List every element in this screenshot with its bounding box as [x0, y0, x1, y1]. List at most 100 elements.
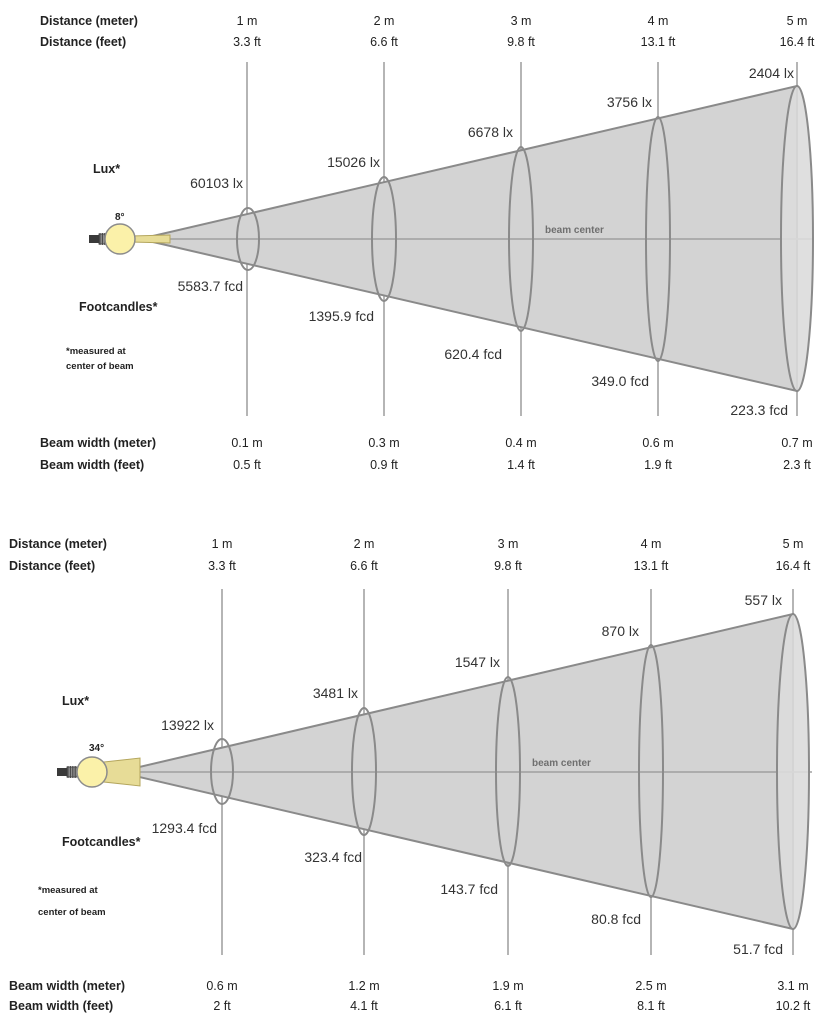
distance-meter-value: 4 m	[648, 14, 669, 28]
beam-cross-section	[638, 644, 664, 898]
lux-value: 557 lx	[745, 592, 782, 608]
beam-angle-label: 8°	[115, 212, 125, 223]
light-cone	[129, 234, 171, 244]
distance-feet-value: 16.4 ft	[780, 35, 815, 49]
measurement-note: center of beam	[66, 361, 134, 372]
distance-feet-row-label: Distance (feet)	[9, 559, 95, 573]
distance-feet-value: 9.8 ft	[507, 35, 535, 49]
beam-width-feet-value: 1.9 ft	[644, 458, 672, 472]
beam-width-meter-value: 0.1 m	[231, 436, 262, 450]
beam-width-meter-value: 1.9 m	[492, 979, 523, 993]
distance-meter-value: 3 m	[498, 537, 519, 551]
measurement-note: *measured at	[38, 885, 99, 896]
beam-center-label: beam center	[545, 225, 604, 236]
distance-feet-value: 13.1 ft	[634, 559, 669, 573]
beam-width-meter-value: 0.4 m	[505, 436, 536, 450]
beam-width-meter-value: 0.7 m	[781, 436, 812, 450]
footcandle-value: 1395.9 fcd	[309, 308, 374, 324]
bulb-contact	[89, 235, 99, 243]
beam-cross-section	[776, 613, 810, 930]
footcandle-value: 323.4 fcd	[304, 849, 362, 865]
beam-width-feet-value: 2.3 ft	[783, 458, 811, 472]
footcandle-value: 223.3 fcd	[730, 402, 788, 418]
beam-width-meter-row-label: Beam width (meter)	[9, 979, 125, 993]
bulb-contact	[57, 768, 67, 776]
beam-cross-section	[236, 207, 260, 271]
lux-value: 2404 lx	[749, 65, 794, 81]
beam-width-feet-value: 4.1 ft	[350, 999, 378, 1013]
beam-width-feet-value: 0.5 ft	[233, 458, 261, 472]
distance-meter-value: 2 m	[354, 537, 375, 551]
beam-width-meter-value: 0.3 m	[368, 436, 399, 450]
distance-feet-value: 3.3 ft	[208, 559, 236, 573]
distance-feet-value: 13.1 ft	[641, 35, 676, 49]
beam-width-meter-value: 0.6 m	[206, 979, 237, 993]
distance-meter-row-label: Distance (meter)	[40, 14, 138, 28]
measurement-note: *measured at	[66, 346, 127, 357]
lux-value: 15026 lx	[327, 154, 380, 170]
beam-cross-section	[210, 738, 234, 805]
footcandle-value: 1293.4 fcd	[152, 820, 217, 836]
beam-width-feet-value: 2 ft	[213, 999, 231, 1013]
beam-width-feet-value: 10.2 ft	[776, 999, 811, 1013]
bulb-icon	[104, 223, 136, 255]
bulb-icon	[76, 756, 108, 788]
measurement-note: center of beam	[38, 907, 106, 918]
lux-value: 3756 lx	[607, 94, 652, 110]
beam-cross-section	[645, 116, 671, 362]
beam-width-meter-value: 2.5 m	[635, 979, 666, 993]
footcandles-label: Footcandles*	[79, 300, 158, 314]
distance-feet-value: 9.8 ft	[494, 559, 522, 573]
beam-diagram-34deg: Distance (meter) Distance (feet) beam cent…	[9, 537, 812, 1013]
footcandle-value: 80.8 fcd	[591, 911, 641, 927]
beam-width-feet-row-label: Beam width (feet)	[9, 999, 113, 1013]
footcandle-value: 620.4 fcd	[444, 346, 502, 362]
distance-feet-value: 6.6 ft	[350, 559, 378, 573]
distance-feet-value: 6.6 ft	[370, 35, 398, 49]
distance-feet-value: 3.3 ft	[233, 35, 261, 49]
beam-width-feet-row-label: Beam width (feet)	[40, 458, 144, 472]
footcandle-value: 349.0 fcd	[591, 373, 649, 389]
beam-width-meter-value: 0.6 m	[642, 436, 673, 450]
footcandle-value: 51.7 fcd	[733, 941, 783, 957]
footcandles-label: Footcandles*	[62, 835, 141, 849]
distance-meter-value: 3 m	[511, 14, 532, 28]
beam-diagram-8deg: Distance (meter) Distance (feet) beam cent…	[40, 14, 815, 472]
distance-meter-value: 1 m	[212, 537, 233, 551]
lux-label: Lux*	[93, 162, 120, 176]
lux-value: 3481 lx	[313, 685, 358, 701]
beam-angle-label: 34°	[89, 743, 104, 754]
distance-meter-value: 1 m	[237, 14, 258, 28]
distance-feet-row-label: Distance (feet)	[40, 35, 126, 49]
distance-meter-value: 5 m	[787, 14, 808, 28]
beam-cross-section	[508, 146, 534, 332]
lux-value: 60103 lx	[190, 175, 243, 191]
distance-meter-value: 2 m	[374, 14, 395, 28]
beam-width-feet-value: 8.1 ft	[637, 999, 665, 1013]
lux-value: 1547 lx	[455, 654, 500, 670]
footcandle-value: 5583.7 fcd	[178, 278, 243, 294]
beam-center-label: beam center	[532, 758, 591, 769]
lux-value: 870 lx	[602, 623, 639, 639]
beam-width-feet-value: 6.1 ft	[494, 999, 522, 1013]
distance-feet-value: 16.4 ft	[776, 559, 811, 573]
beam-width-meter-value: 3.1 m	[777, 979, 808, 993]
lux-label: Lux*	[62, 694, 89, 708]
beam-width-feet-value: 0.9 ft	[370, 458, 398, 472]
lux-value: 13922 lx	[161, 717, 214, 733]
footcandle-value: 143.7 fcd	[440, 881, 498, 897]
beam-cross-section	[351, 707, 377, 836]
distance-meter-value: 5 m	[783, 537, 804, 551]
beam-cross-section	[495, 676, 521, 867]
light-cone	[103, 757, 141, 787]
lux-value: 6678 lx	[468, 124, 513, 140]
beam-cross-section	[780, 85, 814, 392]
beam-width-feet-value: 1.4 ft	[507, 458, 535, 472]
distance-meter-value: 4 m	[641, 537, 662, 551]
beam-width-meter-value: 1.2 m	[348, 979, 379, 993]
distance-meter-row-label: Distance (meter)	[9, 537, 107, 551]
beam-width-meter-row-label: Beam width (meter)	[40, 436, 156, 450]
beam-cross-section	[371, 176, 397, 302]
